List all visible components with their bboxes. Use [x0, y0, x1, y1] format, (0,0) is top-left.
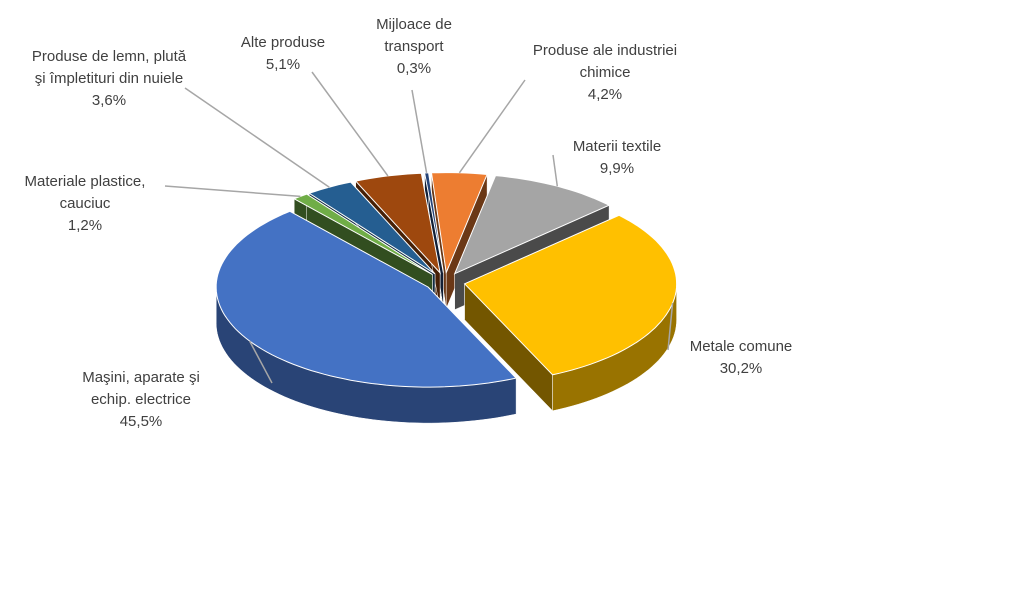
leader-line — [458, 79, 526, 174]
data-label: Produse de lemn, plută şi împletituri di… — [29, 46, 189, 112]
value-label: 30,2% — [719, 360, 763, 377]
category-label: Alte produse — [240, 34, 326, 51]
category-label: Metale comune — [689, 338, 793, 355]
leader-line — [667, 303, 674, 351]
value-label: 4,2% — [587, 86, 623, 103]
leader-line — [184, 87, 330, 188]
value-label: 9,9% — [599, 160, 635, 177]
value-label: 0,3% — [396, 60, 432, 77]
leader-line — [248, 340, 273, 384]
category-label: Materii textile — [572, 138, 662, 155]
value-label: 3,6% — [91, 92, 127, 109]
value-label: 45,5% — [119, 413, 163, 430]
category-label: Produse de lemn, plută şi împletituri di… — [31, 48, 187, 87]
data-label: Alte produse 5,1% — [223, 32, 343, 76]
leader-line — [311, 71, 389, 177]
category-label: Produse ale industriei chimice — [532, 42, 678, 81]
data-label: Materii textile 9,9% — [557, 136, 677, 180]
category-label: Mijloace de transport — [376, 16, 452, 55]
category-label: Maşini, aparate şi echip. electrice — [82, 369, 200, 408]
value-label: 5,1% — [265, 56, 301, 73]
leader-line — [411, 89, 428, 174]
data-label: Mijloace de transport 0,3% — [354, 14, 474, 80]
data-label: Metale comune 30,2% — [671, 336, 811, 380]
data-label: Materiale plastice, cauciuc 1,2% — [5, 171, 165, 237]
category-label: Materiale plastice, cauciuc — [24, 173, 146, 212]
data-label: Maşini, aparate şi echip. electrice 45,5% — [66, 367, 216, 433]
leader-line — [164, 185, 301, 198]
value-label: 1,2% — [67, 217, 103, 234]
leader-line — [552, 154, 559, 187]
pie-slice — [293, 193, 433, 276]
data-label: Produse ale industriei chimice 4,2% — [525, 40, 685, 106]
